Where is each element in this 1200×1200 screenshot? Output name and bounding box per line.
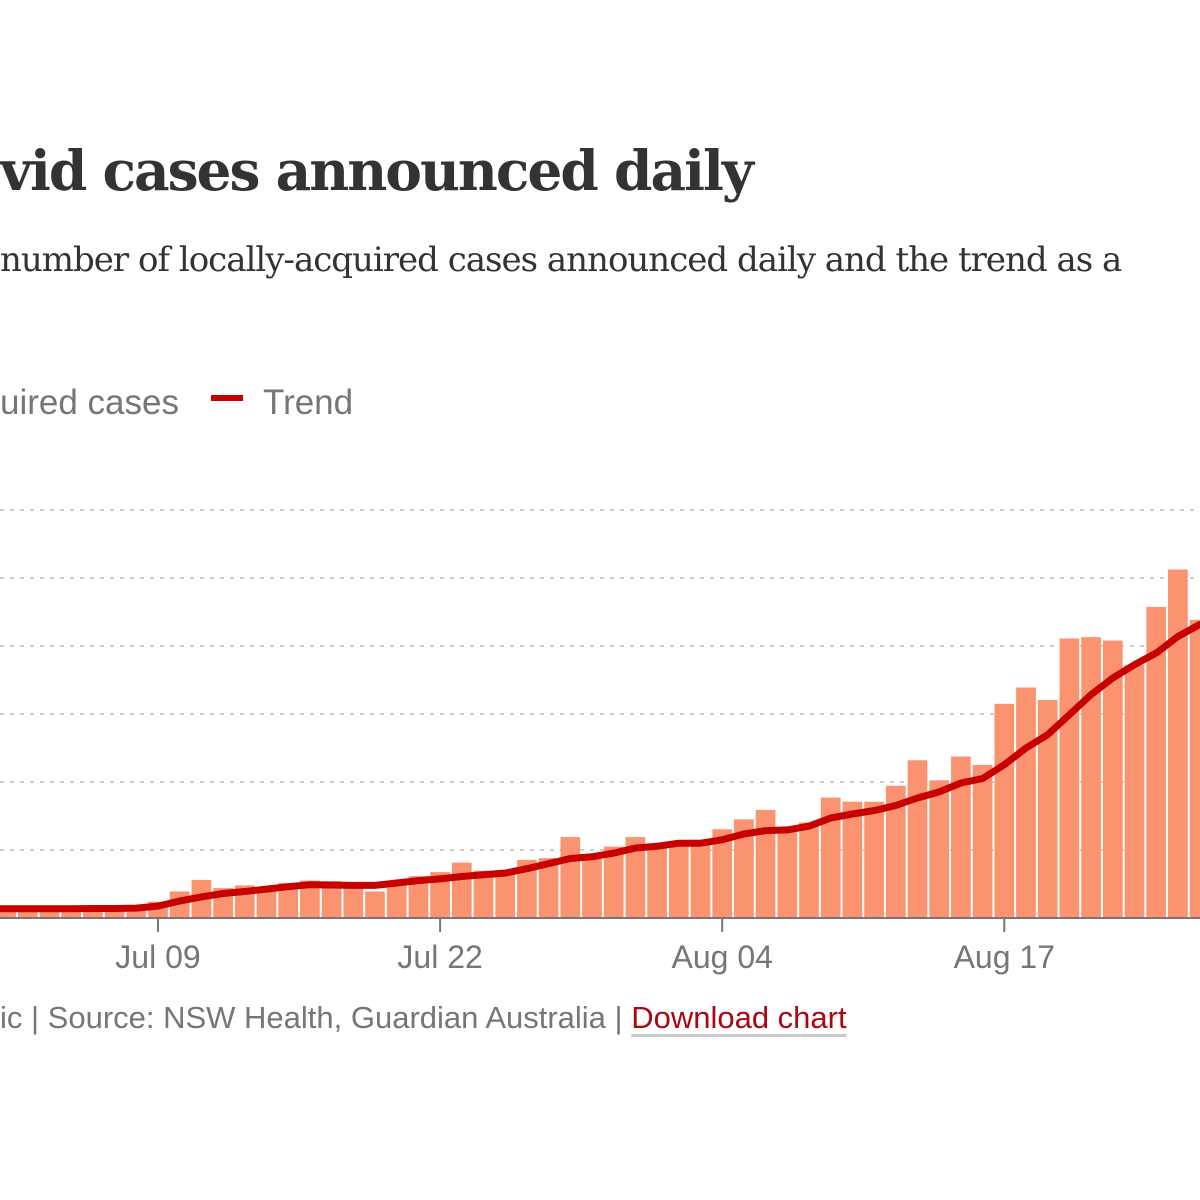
- bar: [560, 837, 581, 918]
- x-tick-label: Jul 09: [115, 939, 200, 975]
- bar: [951, 756, 971, 918]
- bar: [1081, 637, 1101, 918]
- bar: [777, 829, 798, 918]
- bar: [820, 797, 841, 918]
- bar: [473, 870, 494, 918]
- bar: [755, 809, 776, 918]
- bar: [799, 822, 819, 918]
- bar: [300, 880, 320, 918]
- legend-trend-swatch: [210, 395, 243, 401]
- bar: [690, 839, 711, 918]
- legend: uired cases Trend: [0, 383, 353, 423]
- bar: [647, 845, 667, 918]
- bar: [1059, 638, 1080, 918]
- bar: [538, 858, 559, 918]
- bar: [408, 876, 429, 918]
- bar: [603, 846, 624, 918]
- bar: [83, 909, 103, 918]
- bar: [668, 845, 689, 918]
- bar: [1146, 606, 1167, 918]
- bar: [734, 819, 754, 918]
- bar: [495, 869, 516, 918]
- bar: [256, 888, 277, 918]
- bar: [321, 881, 342, 918]
- bar: [517, 859, 537, 918]
- x-tick-label: Aug 04: [671, 939, 772, 975]
- footer: ic | Source: NSW Health, Guardian Austra…: [0, 1000, 847, 1036]
- x-tick-label: Jul 22: [397, 939, 482, 975]
- bar: [1168, 569, 1188, 918]
- bar: [451, 862, 472, 918]
- bar: [842, 801, 863, 918]
- bar: [278, 882, 299, 918]
- bar: [972, 765, 993, 918]
- bar: [430, 872, 450, 918]
- x-tick-label: Aug 17: [954, 939, 1055, 975]
- download-chart-link[interactable]: Download chart: [631, 1000, 847, 1035]
- bar: [365, 891, 385, 918]
- bar: [343, 882, 364, 918]
- bar: [885, 785, 906, 918]
- chart-subtitle: number of locally-acquired cases announc…: [0, 240, 1122, 280]
- trend-line: [0, 621, 1200, 913]
- chart-title: vid cases announced daily: [0, 138, 754, 203]
- bar: [712, 829, 733, 918]
- bar: [1037, 700, 1058, 918]
- source-text: ic | Source: NSW Health, Guardian Austra…: [0, 1000, 632, 1035]
- bar: [1124, 664, 1145, 918]
- bar: [907, 760, 928, 918]
- bar: [625, 837, 646, 918]
- bar: [1102, 640, 1123, 918]
- bar: [386, 884, 407, 918]
- bar: [61, 910, 82, 918]
- bar: [39, 911, 60, 918]
- legend-bars-label: uired cases: [0, 383, 179, 422]
- bar: [104, 909, 125, 918]
- bar: [582, 856, 602, 918]
- bar: [1016, 687, 1036, 918]
- bar: [1189, 619, 1200, 918]
- bar: [126, 908, 147, 918]
- bar: [17, 911, 38, 918]
- bar: [994, 703, 1015, 918]
- bar: [864, 801, 884, 918]
- legend-trend-label: Trend: [262, 383, 354, 422]
- bar: [929, 780, 950, 918]
